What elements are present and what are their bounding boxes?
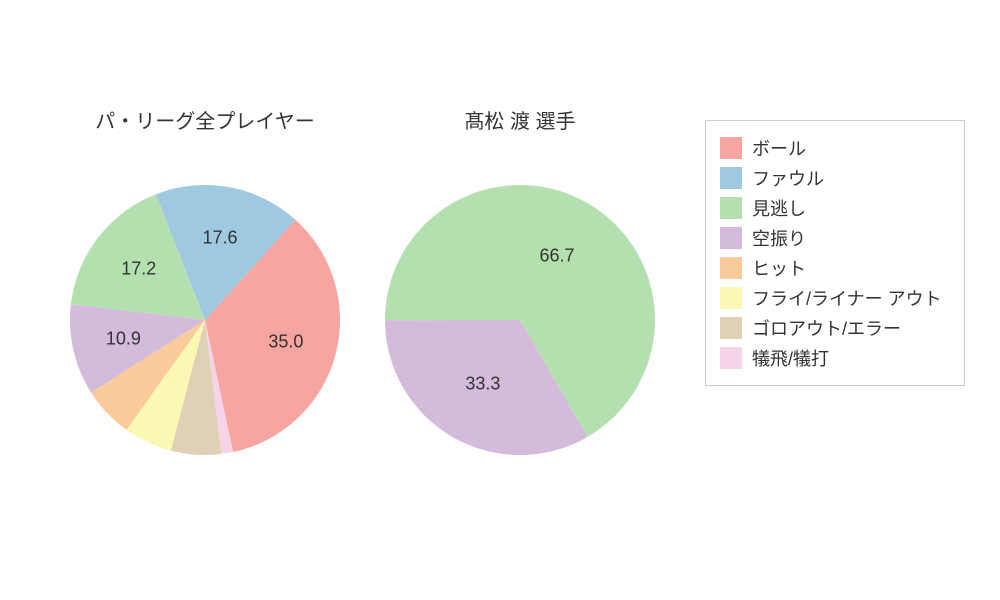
- legend-swatch-look: [720, 197, 742, 219]
- legend-item-foul: ファウル: [720, 165, 950, 191]
- legend-label-ball: ボール: [752, 135, 806, 161]
- slice-label-league-foul: 17.6: [202, 227, 237, 248]
- legend: ボールファウル見逃し空振りヒットフライ/ライナー アウトゴロアウト/エラー犠飛/…: [705, 120, 965, 386]
- legend-label-flyout: フライ/ライナー アウト: [752, 285, 942, 311]
- legend-item-groundout: ゴロアウト/エラー: [720, 315, 950, 341]
- legend-swatch-sac: [720, 347, 742, 369]
- chart-title-player: 髙松 渡 選手: [370, 105, 670, 134]
- legend-item-ball: ボール: [720, 135, 950, 161]
- legend-label-hit: ヒット: [752, 255, 806, 281]
- legend-swatch-swing: [720, 227, 742, 249]
- slice-label-league-ball: 35.0: [268, 331, 303, 352]
- legend-label-sac: 犠飛/犠打: [752, 345, 829, 371]
- legend-swatch-ball: [720, 137, 742, 159]
- chart-title-league: パ・リーグ全プレイヤー: [55, 105, 355, 134]
- slice-label-player-look: 66.7: [540, 245, 575, 266]
- legend-swatch-foul: [720, 167, 742, 189]
- legend-item-swing: 空振り: [720, 225, 950, 251]
- pie-player: [385, 185, 655, 455]
- slice-label-player-swing: 33.3: [465, 374, 500, 395]
- legend-item-sac: 犠飛/犠打: [720, 345, 950, 371]
- legend-item-look: 見逃し: [720, 195, 950, 221]
- legend-item-hit: ヒット: [720, 255, 950, 281]
- slice-label-league-swing: 10.9: [106, 328, 141, 349]
- legend-label-foul: ファウル: [752, 165, 824, 191]
- legend-item-flyout: フライ/ライナー アウト: [720, 285, 950, 311]
- legend-swatch-groundout: [720, 317, 742, 339]
- legend-label-swing: 空振り: [752, 225, 806, 251]
- legend-swatch-hit: [720, 257, 742, 279]
- slice-label-league-look: 17.2: [121, 258, 156, 279]
- legend-label-groundout: ゴロアウト/エラー: [752, 315, 901, 341]
- legend-label-look: 見逃し: [752, 195, 806, 221]
- pie-league: [70, 185, 340, 455]
- legend-swatch-flyout: [720, 287, 742, 309]
